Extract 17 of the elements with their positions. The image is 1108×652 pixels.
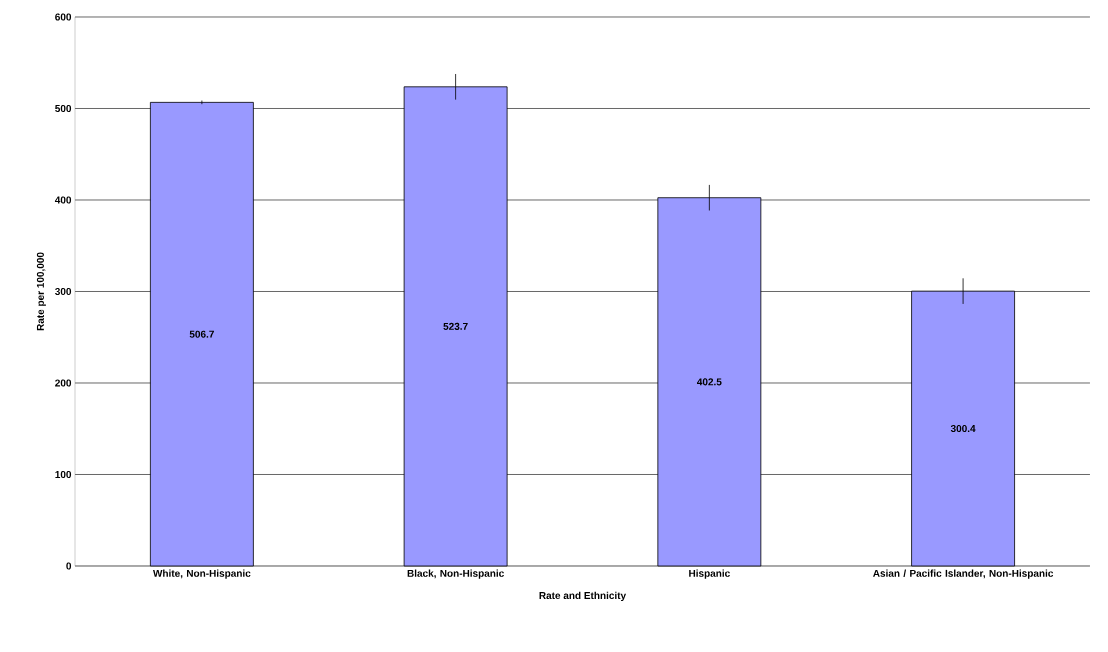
y-tick-label: 500 [55,104,72,113]
y-tick-label: 0 [66,562,72,570]
y-tick-label: 200 [55,379,72,387]
x-tick-label: Black, Non-Hispanic [407,569,504,579]
y-tick-label: 300 [55,287,72,296]
x-axis-title: Rate and Ethnicity [539,591,627,602]
data-label: 402.5 [697,378,722,386]
data-label: 523.7 [443,322,468,330]
x-tick-label: Asian / Pacific Islander, Non-Hispanic [873,569,1054,579]
x-tick-label: Hispanic [689,569,730,579]
y-tick-label: 100 [55,470,72,479]
data-label: 506.7 [189,330,214,338]
y-axis-title: Rate per 100,000 [36,252,46,331]
x-tick-label: White, Non-Hispanic [153,569,251,579]
y-tick-label: 600 [55,13,72,21]
y-tick-label: 400 [54,196,72,204]
data-label: 300.4 [950,425,976,433]
